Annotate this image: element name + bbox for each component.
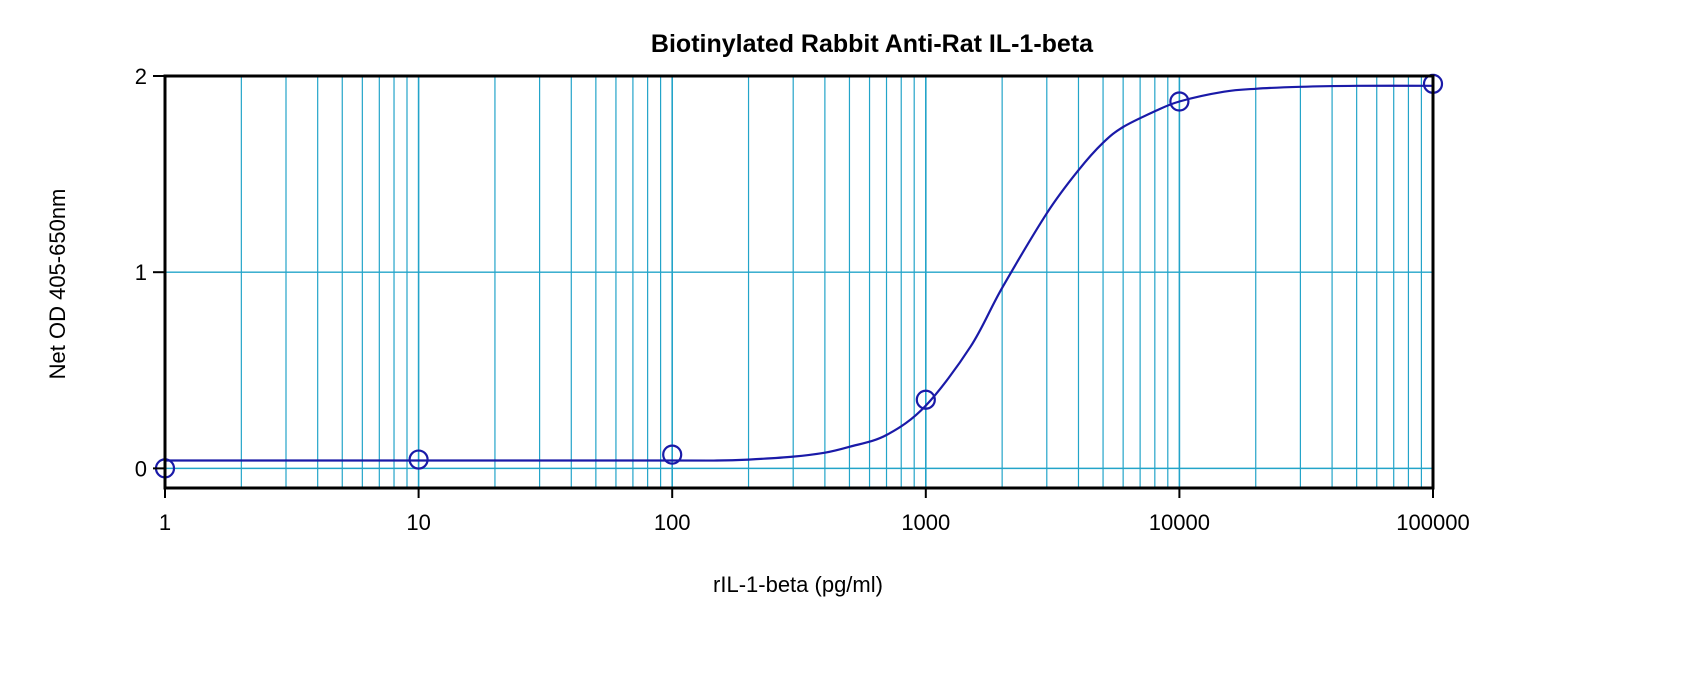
- fit-curve: [165, 84, 1434, 462]
- y-axis-label: Net OD 405-650nm: [45, 189, 70, 380]
- chart-title: Biotinylated Rabbit Anti-Rat IL-1-beta: [651, 30, 1094, 58]
- y-axis: 0 1 2: [135, 64, 165, 481]
- grid: [165, 76, 1433, 488]
- x-tick-label: 10000: [1149, 510, 1210, 535]
- x-tick-label: 100: [654, 510, 691, 535]
- plot-frame: [163, 74, 1435, 490]
- y-tick-label: 0: [135, 456, 147, 481]
- y-tick-label: 2: [135, 64, 147, 89]
- x-tick-label: 100000: [1396, 510, 1469, 535]
- fit-curve-layer: [165, 84, 1434, 462]
- x-tick-label: 1000: [901, 510, 950, 535]
- data-point: [408, 449, 429, 470]
- x-tick-label: 10: [406, 510, 430, 535]
- data-point: [662, 444, 683, 465]
- x-tick-label: 1: [159, 510, 171, 535]
- y-tick-label: 1: [135, 260, 147, 285]
- data-point: [915, 389, 936, 410]
- x-axis-label: rIL-1-beta (pg/ml): [713, 572, 883, 597]
- data-point: [1169, 91, 1190, 112]
- data-points: [154, 73, 1444, 479]
- x-axis: 1 10 100 1000 10000 100000: [159, 488, 1470, 535]
